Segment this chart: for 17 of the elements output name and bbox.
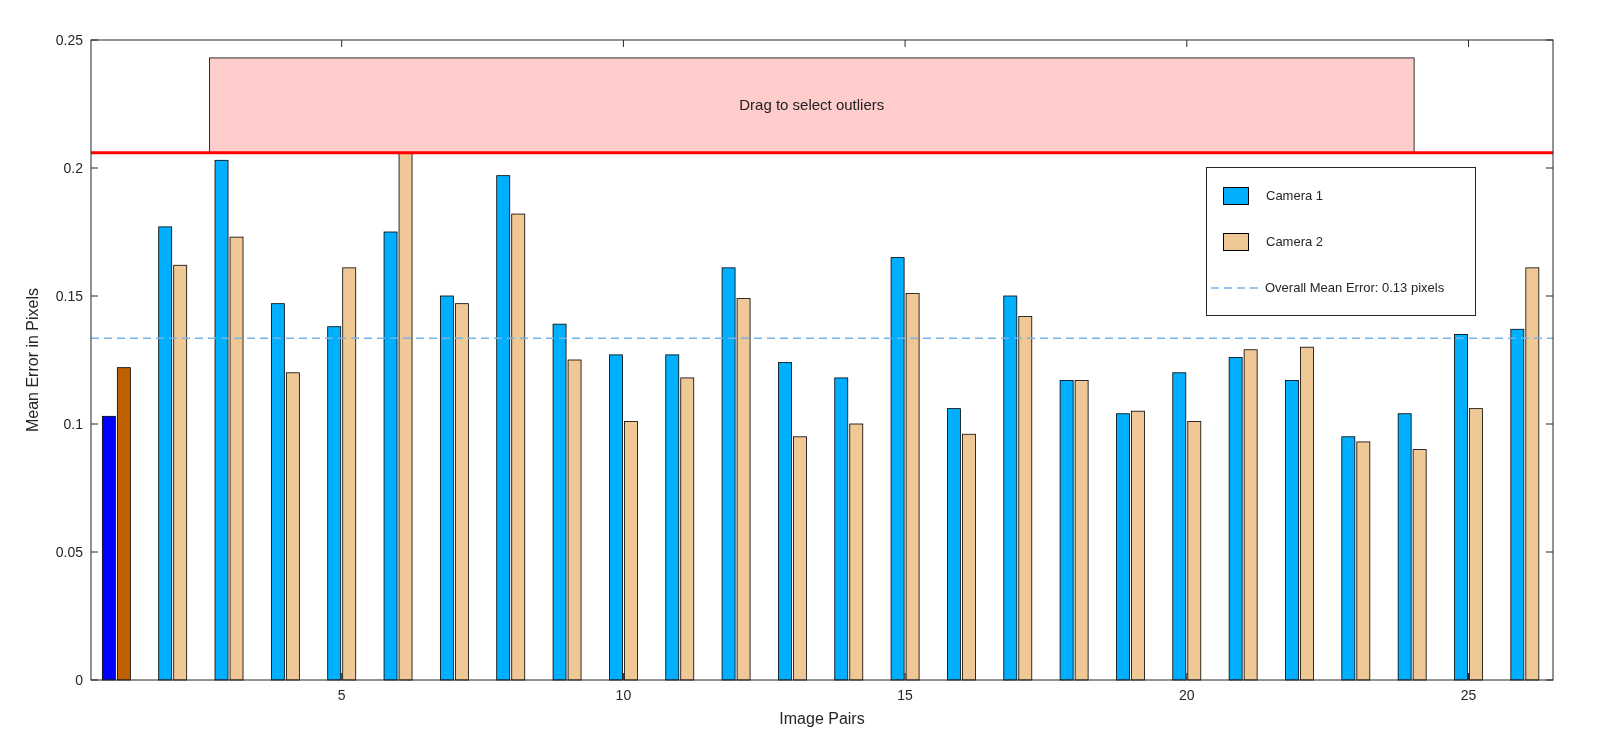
y-tick-label: 0 xyxy=(75,672,84,688)
y-tick-label: 0.05 xyxy=(55,544,84,560)
y-tick-label: 0.2 xyxy=(63,160,84,176)
legend-label: Overall Mean Error: 0.13 pixels xyxy=(1265,280,1445,295)
y-tick-label: 0.25 xyxy=(55,32,84,48)
y-tick-label: 0.15 xyxy=(55,288,84,304)
x-tick-label: 5 xyxy=(337,687,346,703)
x-tick-label: 25 xyxy=(1460,687,1477,703)
y-axis-title: Mean Error in Pixels xyxy=(24,287,41,433)
legend-label: Camera 2 xyxy=(1266,234,1324,249)
x-tick-label: 10 xyxy=(615,687,632,703)
x-tick-label: 20 xyxy=(1179,687,1195,703)
x-axis-title: Image Pairs xyxy=(779,710,865,727)
y-tick-label: 0.1 xyxy=(63,416,84,432)
band-label: Drag to select outliers xyxy=(739,96,885,114)
x-tick-label: 15 xyxy=(897,687,914,703)
legend-label: Camera 1 xyxy=(1266,188,1324,203)
